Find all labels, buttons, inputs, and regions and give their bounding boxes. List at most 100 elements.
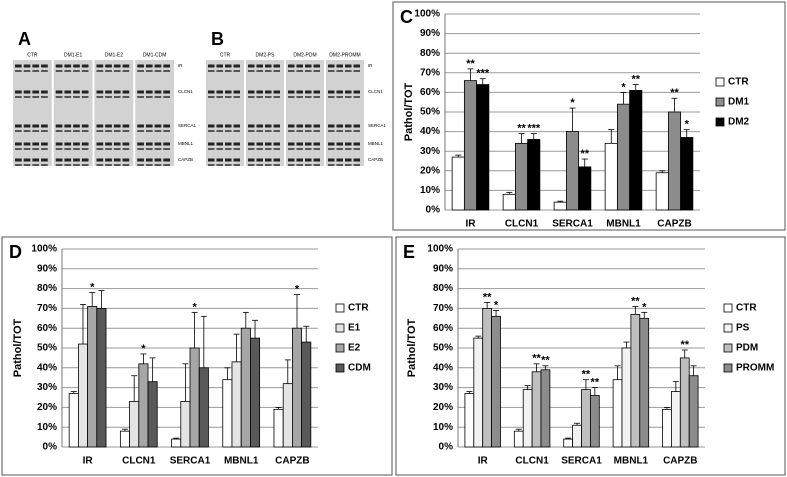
gel-band bbox=[55, 90, 63, 94]
legend-label: E1 bbox=[348, 323, 361, 334]
gel-band bbox=[313, 70, 320, 72]
gel-band bbox=[233, 148, 240, 150]
gel-band bbox=[353, 64, 360, 68]
significance-star: ** bbox=[591, 377, 600, 389]
bar bbox=[540, 369, 551, 448]
error-bar bbox=[233, 333, 240, 362]
gel-band bbox=[137, 130, 144, 132]
gel-band bbox=[81, 164, 89, 166]
bar bbox=[679, 357, 690, 448]
gel-band bbox=[113, 124, 121, 128]
gel-band bbox=[15, 130, 22, 132]
gel-band bbox=[41, 124, 48, 128]
gel-band bbox=[32, 64, 40, 68]
error-bar bbox=[582, 379, 589, 390]
bar bbox=[513, 430, 524, 448]
significance-star: ** bbox=[680, 339, 689, 351]
significance-star: ** bbox=[517, 122, 526, 134]
gel-band bbox=[145, 90, 153, 94]
legend-label: DM2 bbox=[728, 117, 750, 128]
y-tick-label: 80% bbox=[433, 283, 453, 294]
gel-band bbox=[208, 130, 215, 132]
legend-swatch bbox=[335, 363, 345, 373]
legend-label: DM1 bbox=[728, 97, 750, 108]
gel-band bbox=[336, 148, 343, 150]
bar bbox=[231, 361, 242, 448]
gel-band bbox=[336, 124, 343, 128]
panel-letter: E bbox=[403, 242, 415, 262]
gel-band bbox=[81, 124, 89, 128]
gel-band bbox=[105, 158, 112, 162]
error-bar bbox=[98, 290, 105, 309]
gel-band bbox=[73, 96, 80, 98]
bar bbox=[629, 90, 643, 211]
gel-band bbox=[256, 96, 263, 98]
gel-band bbox=[353, 148, 360, 150]
gel-lane-block bbox=[326, 60, 364, 166]
legend-swatch bbox=[335, 303, 345, 313]
gel-band bbox=[163, 142, 170, 146]
gel-band bbox=[336, 90, 343, 94]
x-tick-label: IR bbox=[83, 456, 94, 467]
gel-band bbox=[273, 164, 280, 166]
y-tick-label: 50% bbox=[433, 343, 453, 354]
gel-band bbox=[296, 142, 303, 146]
error-bar bbox=[475, 335, 482, 339]
gel-band bbox=[273, 158, 280, 162]
gel-band bbox=[64, 90, 72, 94]
error-bar bbox=[663, 406, 670, 410]
bar bbox=[662, 408, 672, 448]
bar bbox=[612, 379, 623, 448]
gel-band bbox=[345, 130, 352, 132]
gel-band bbox=[256, 70, 263, 72]
y-axis-label: Pathol/TOT bbox=[12, 318, 24, 377]
gel-band bbox=[328, 164, 335, 166]
y-tick-label: 40% bbox=[37, 362, 57, 373]
gel-band bbox=[265, 70, 272, 72]
legend-swatch bbox=[335, 343, 345, 353]
significance-star: ** bbox=[532, 353, 541, 365]
error-bar bbox=[530, 133, 537, 140]
gel-band bbox=[96, 164, 104, 166]
gel-band bbox=[328, 124, 335, 128]
panel-letter: B bbox=[211, 29, 224, 49]
gel-band bbox=[137, 142, 144, 146]
y-tick-label: 0% bbox=[439, 442, 454, 453]
error-bar bbox=[672, 381, 679, 392]
y-tick-label: 100% bbox=[414, 9, 440, 20]
gel-band bbox=[113, 148, 121, 150]
gel-band bbox=[64, 164, 72, 166]
gel-band bbox=[15, 158, 22, 162]
gel-band bbox=[113, 70, 121, 72]
gel-band bbox=[336, 64, 343, 68]
gel-band bbox=[113, 130, 121, 132]
error-bar bbox=[149, 357, 156, 382]
gel-band bbox=[313, 164, 320, 166]
gel-band bbox=[248, 70, 255, 72]
error-bar bbox=[493, 309, 500, 317]
significance-star: * bbox=[192, 301, 197, 313]
gel-band bbox=[296, 70, 303, 72]
y-tick-label: 10% bbox=[433, 422, 453, 433]
gel-band bbox=[163, 96, 170, 98]
gel-band bbox=[96, 70, 104, 72]
x-tick-label: SERCA1 bbox=[561, 456, 602, 467]
legend-label: CTR bbox=[728, 77, 749, 88]
gel-band bbox=[345, 70, 352, 72]
error-bar bbox=[479, 78, 486, 85]
gel-band bbox=[64, 130, 72, 132]
gel-band bbox=[256, 148, 263, 150]
gel-band bbox=[105, 164, 112, 166]
gel-band bbox=[23, 70, 31, 72]
error-bar bbox=[303, 325, 310, 343]
gel-band bbox=[296, 64, 303, 68]
gel-row-label: SERCA1 bbox=[368, 123, 387, 128]
gel-band bbox=[81, 90, 89, 94]
gel-band bbox=[233, 130, 240, 132]
gel-band bbox=[328, 148, 335, 150]
bar bbox=[119, 430, 130, 448]
x-tick-label: SERCA1 bbox=[552, 219, 593, 230]
bar bbox=[514, 142, 529, 211]
y-tick-label: 40% bbox=[420, 126, 440, 137]
gel-band bbox=[15, 96, 22, 98]
